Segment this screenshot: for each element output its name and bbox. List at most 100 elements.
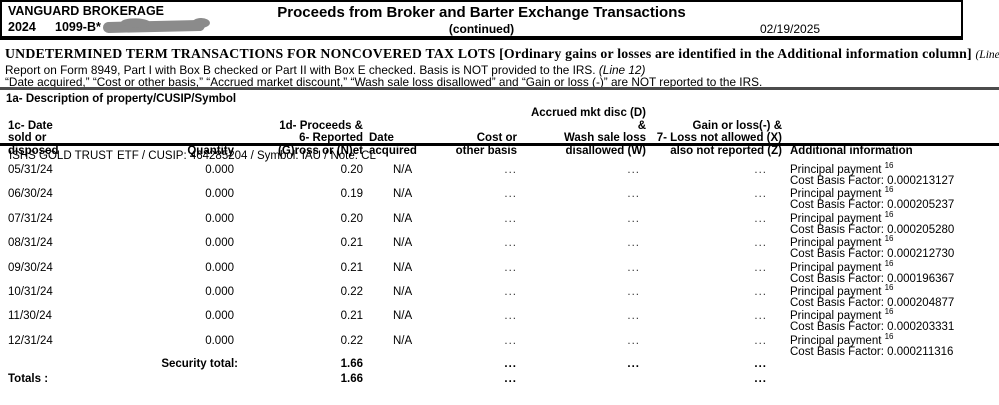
totals-row: Totals : 1.66 ... ... (0, 373, 999, 386)
spacer-cell (783, 373, 999, 386)
accrued-wash-cell: ... (627, 164, 640, 176)
additional-info-cell: Principal payment 16 Cost Basis Factor: … (783, 234, 999, 261)
payment-type: Principal payment 16 (790, 234, 999, 250)
table-row: 06/30/24 0.000 0.19 N/A ... ... ... Prin… (0, 185, 999, 212)
proceeds-cell: 0.20 (340, 164, 363, 176)
cost-basis-factor: Cost Basis Factor: 0.000205280 (790, 223, 955, 236)
instruction-1-text: Report on Form 8949, Part I with Box B c… (5, 63, 599, 77)
col-header-line: other basis (455, 144, 517, 157)
footnote-ref: 16 (884, 331, 894, 341)
payment-type-text: Principal payment (790, 310, 885, 323)
table-row: 05/31/24 0.000 0.20 N/A ... ... ... Prin… (0, 161, 999, 188)
table-row: 08/31/24 0.000 0.21 N/A ... ... ... Prin… (0, 234, 999, 261)
col-header-line: Cost or (476, 132, 517, 144)
payment-type-text: Principal payment (790, 237, 885, 250)
spacer-cell (0, 358, 110, 371)
security-total-cost-basis: ... (504, 358, 517, 370)
gain-loss-cell: ... (754, 164, 767, 176)
col-header-accrued-wash: Accrued mkt disc (D) & Wash sale loss di… (520, 107, 648, 157)
quantity-cell: 0.000 (205, 261, 234, 274)
gain-loss-cell: ... (754, 285, 767, 298)
gain-loss-cell: ... (754, 310, 767, 323)
tax-year: 2024 (8, 20, 36, 34)
footnote-ref: 16 (884, 185, 894, 195)
line-12-reference: (Line 12) (598, 63, 646, 77)
col-header-proceeds: 1d- Proceeds & 6- Reported (G)ross or (N… (238, 107, 363, 157)
accrued-wash-cell: ... (627, 285, 640, 298)
additional-info-cell: Principal payment 16 Cost Basis Factor: … (783, 185, 999, 212)
col-header-line: (G)ross or (N)et (278, 144, 363, 157)
quantity-cell: 0.000 (205, 237, 234, 250)
col-header-line: sold or (8, 132, 47, 144)
gain-loss-cell: ... (754, 237, 767, 250)
cost-basis-cell: ... (504, 285, 517, 298)
col-header-line: Gain or loss(-) & (692, 119, 782, 132)
date-sold-cell: 11/30/24 (8, 310, 52, 323)
col-header-line: Wash sale loss (563, 132, 646, 144)
footnote-ref: 16 (884, 234, 894, 244)
transactions-table-body: 05/31/24 0.000 0.20 N/A ... ... ... Prin… (0, 161, 999, 359)
col-header-additional-info: Additional information (783, 107, 999, 157)
table-row: 09/30/24 0.000 0.21 N/A ... ... ... Prin… (0, 259, 999, 286)
col-header-line: disposed (8, 144, 59, 157)
col-header-line: 6- Reported (299, 132, 363, 144)
table-column-headers: 1c- Date sold or disposed Quantity 1d- P… (0, 107, 999, 157)
date-sold-cell: 05/31/24 (8, 164, 53, 176)
proceeds-cell: 0.21 (340, 261, 363, 274)
document-header: VANGUARD BROKERAGE 2024 1099-B* Proceeds … (0, 0, 963, 40)
instruction-line-2: “Date acquired,” “Cost or other basis,” … (5, 75, 763, 89)
security-details: ETF / CUSIP: 464285204 / Symbol: IAU / N… (117, 150, 376, 162)
col-header-line: Accrued mkt disc (D) & (530, 107, 646, 132)
additional-info-cell: Principal payment 16 Cost Basis Factor: … (783, 284, 999, 310)
payment-type-text: Principal payment (790, 261, 885, 274)
cost-basis-cell: ... (504, 310, 517, 323)
cost-basis-factor: Cost Basis Factor: 0.000211316 (790, 345, 954, 358)
gain-loss-cell: ... (754, 188, 767, 201)
payment-type-text: Principal payment (790, 164, 885, 176)
proceeds-cell: 0.20 (340, 212, 363, 225)
table-header-divider (0, 143, 999, 146)
additional-info-cell: Principal payment 16 Cost Basis Factor: … (783, 259, 999, 286)
col-header-line: 7- Loss not allowed (X) (656, 132, 782, 144)
section-heading-text: UNDETERMINED TERM TRANSACTIONS FOR NONCO… (5, 46, 976, 61)
security-total-row: Security total: 1.66 ... ... ... (0, 358, 999, 371)
table-row: 10/31/24 0.000 0.22 N/A ... ... ... Prin… (0, 284, 999, 310)
cost-basis-cell: ... (504, 334, 517, 347)
date-acquired-cell: N/A (393, 212, 413, 225)
accrued-wash-cell: ... (627, 212, 640, 225)
footnote-ref: 16 (884, 161, 894, 171)
cost-basis-factor: Cost Basis Factor: 0.000205237 (790, 199, 955, 212)
date-acquired-cell: N/A (393, 237, 413, 250)
col-header-line: Quantity (187, 144, 234, 157)
col-header-cost-basis: Cost or other basis (430, 107, 520, 157)
col-header-gain-loss: Gain or loss(-) & 7- Loss not allowed (X… (648, 107, 783, 157)
cost-basis-factor: Cost Basis Factor: 0.000196367 (790, 272, 955, 285)
statement-date: 02/19/2025 (760, 22, 821, 36)
col-header-line: 1d- Proceeds & (279, 119, 363, 132)
security-name: ISHS GOLD TRUST (9, 150, 113, 162)
proceeds-cell: 0.21 (340, 237, 363, 250)
spacer-cell (520, 373, 648, 386)
gain-loss-cell: ... (754, 212, 767, 225)
payment-type: Principal payment 16 (790, 331, 999, 346)
line-5-reference: (Line 5) (975, 49, 999, 61)
payment-type-text: Principal payment (790, 188, 885, 201)
totals-label: Totals : (8, 373, 49, 385)
col-header-date-acquired: Date acquired (363, 107, 430, 157)
date-sold-cell: 10/31/24 (8, 285, 53, 298)
col-header-quantity: Quantity (110, 107, 238, 157)
date-sold-cell: 09/30/24 (8, 261, 53, 274)
quantity-cell: 0.000 (205, 212, 234, 225)
date-acquired-cell: N/A (393, 310, 413, 323)
date-acquired-cell: N/A (393, 164, 413, 176)
date-acquired-cell: N/A (393, 261, 413, 274)
payment-type: Principal payment 16 (790, 308, 999, 323)
gain-loss-cell: ... (754, 261, 767, 274)
cost-basis-cell: ... (504, 188, 517, 201)
security-total-gain-loss: ... (754, 358, 767, 370)
quantity-cell: 0.000 (205, 310, 234, 323)
accrued-wash-cell: ... (627, 310, 640, 323)
spacer-cell (783, 358, 999, 371)
date-sold-cell: 06/30/24 (8, 188, 53, 201)
totals-gain-loss: ... (754, 373, 767, 385)
